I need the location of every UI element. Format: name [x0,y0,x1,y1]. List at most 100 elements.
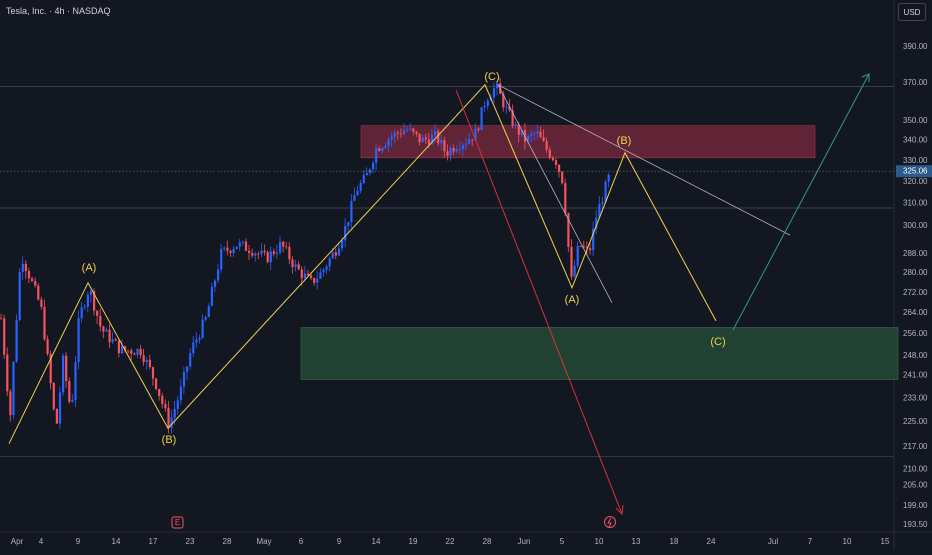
candle-body-80 [248,250,251,254]
candle-body-195 [604,181,607,203]
wave-label-3: (A) [565,294,580,306]
price-tick-1: 370.00 [903,78,928,87]
candle-body-6 [18,271,21,320]
candle-body-83 [257,253,260,255]
candle-body-10 [31,278,34,281]
elliott-wave-line [8,83,717,444]
candle-body-103 [319,272,322,279]
candle-body-24 [74,362,77,401]
price-tick-15: 233.00 [903,393,928,402]
candle-body-76 [235,246,238,249]
candle-body-91 [282,241,285,247]
price-tick-21: 193.50 [903,520,928,529]
candle-body-16 [49,353,52,384]
candle-body-75 [232,248,235,253]
candle-body-54 [167,408,170,428]
candle-body-160 [496,83,499,89]
green-arrow-head [861,73,870,82]
price-tick-5: 320.00 [903,177,928,186]
price-tick-14: 241.00 [903,370,928,379]
candle-body-93 [288,246,291,260]
candle-body-2 [6,354,9,392]
candle-body-119 [368,169,372,174]
candle-body-174 [539,131,542,138]
price-tick-4: 330.00 [903,156,928,165]
candle-body-104 [322,269,325,273]
candle-body-124 [384,145,387,148]
time-tick-8: 6 [299,537,304,546]
candle-body-72 [223,247,226,249]
candle-body-57 [176,400,179,409]
currency-button[interactable]: USD [898,3,926,21]
candle-body-120 [372,162,375,170]
price-tick-7: 300.00 [903,221,928,230]
candle-body-135 [418,133,421,143]
candle-body-110 [341,240,344,249]
candle-body-150 [465,143,468,145]
candle-body-52 [161,395,164,404]
time-axis[interactable]: Apr 4 9 14 17 23 28 May 6 9 14 19 22 28 Jun 5 10 13 18 24 Ju… [11,537,890,546]
current-price-label: 325.06 [903,166,928,175]
candle-body-175 [542,137,545,142]
candle-body-19 [58,392,62,424]
candle-body-56 [173,408,176,418]
wave-label-0: (A) [82,262,97,274]
candle-body-142 [440,139,443,144]
price-tick-19: 205.00 [903,481,928,490]
time-tick-14: Jun [518,537,531,546]
candle-body-86 [266,252,269,263]
candle-body-196 [607,174,610,182]
candle-body-127 [393,132,396,137]
candle-body-88 [272,251,275,254]
candle-body-129 [399,133,403,135]
candle-body-81 [251,253,254,256]
candle-body-106 [328,258,331,267]
candle-body-154 [477,128,480,131]
candle-body-34 [105,329,108,332]
candle-body-11 [34,280,37,286]
candle-body-109 [337,248,341,256]
candle-body-87 [269,251,272,263]
candle-body-113 [350,200,353,223]
candle-body-99 [306,273,310,276]
candle-body-137 [424,137,427,140]
candle-body-172 [533,133,536,135]
drawings [8,73,870,516]
candle-body-47 [145,359,148,363]
time-tick-5: 23 [186,537,195,546]
candle-body-143 [443,139,446,151]
price-tick-12: 256.00 [903,329,928,338]
candle-body-125 [387,139,390,146]
candle-body-102 [316,278,319,283]
time-tick-19: 24 [707,537,716,546]
candle-body-67 [207,305,210,317]
candle-body-64 [198,337,201,340]
candle-body-148 [458,149,461,150]
candle-body-184 [570,246,573,277]
candle-body-48 [148,359,151,368]
candle-body-111 [344,225,347,241]
horizontal-levels [0,86,894,457]
candle-body-4 [12,361,15,416]
price-zones [300,125,899,380]
candle-body-131 [406,129,409,131]
candle-body-85 [263,250,266,253]
price-axis[interactable]: 390.00 370.00 350.00 340.00 330.00 320.00 310.… [896,42,932,529]
candle-body-44 [136,348,139,355]
candle-body-173 [536,131,539,134]
candle-body-45 [139,348,142,356]
candlesticks [0,77,610,434]
time-tick-21: 7 [808,537,813,546]
candle-body-188 [582,246,585,248]
candle-body-25 [77,318,80,363]
candle-body-36 [111,339,114,343]
candle-body-63 [195,339,198,343]
candle-body-170 [527,135,530,142]
candle-body-96 [297,264,300,270]
candle-body-116 [359,182,362,191]
candle-body-177 [548,149,551,158]
candle-body-73 [226,247,229,251]
candle-body-166 [514,124,517,126]
